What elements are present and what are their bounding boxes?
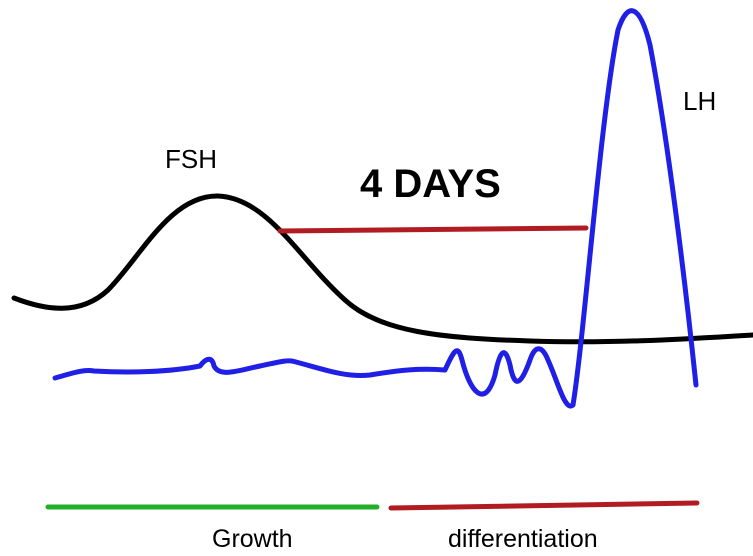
duration-label: 4 DAYS xyxy=(360,162,501,206)
differentiation-label: differentiation xyxy=(448,525,598,553)
lh-label: LH xyxy=(683,86,716,116)
fsh-curve xyxy=(11,193,753,345)
duration-bar xyxy=(277,225,589,234)
fsh-label: FSH xyxy=(165,144,217,174)
differentiation-phase-bar xyxy=(388,500,700,511)
growth-label: Growth xyxy=(212,525,293,553)
lh-curve xyxy=(52,8,699,409)
